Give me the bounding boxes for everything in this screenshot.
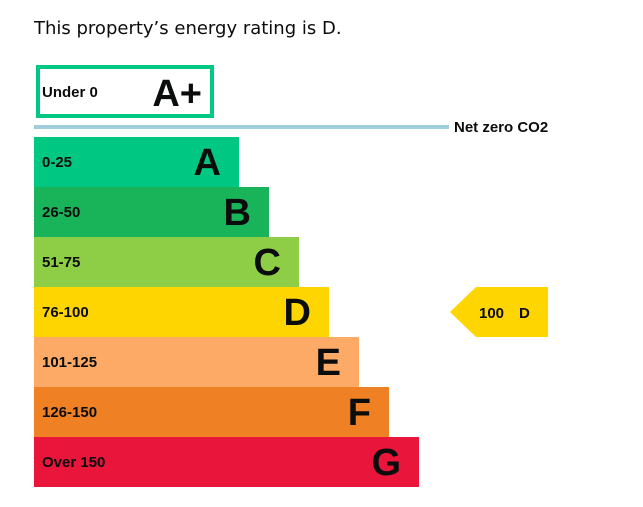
band-bar-e [34, 337, 359, 387]
band-range-label-f: 126-150 [42, 404, 97, 421]
band-letter-e: E [316, 342, 341, 384]
net-zero-label: Net zero CO2 [454, 119, 548, 136]
band-bar-g [34, 437, 419, 487]
band-bar-b [34, 187, 269, 237]
rating-intro-text: This property’s energy rating is D. [34, 18, 342, 39]
band-range-label-b: 26-50 [42, 204, 80, 221]
band-letter-b: B [224, 192, 251, 234]
band-range-label-c: 51-75 [42, 254, 80, 271]
band-bar-c [34, 237, 299, 287]
band-box-aplus [36, 65, 214, 118]
band-letter-d: D [284, 292, 311, 334]
current-rating-arrow [450, 287, 548, 337]
band-range-label-g: Over 150 [42, 454, 105, 471]
current-rating-value: 100 [479, 305, 504, 322]
band-letter-a: A [194, 142, 221, 184]
current-rating-letter: D [519, 305, 530, 322]
band-range-label-aplus: Under 0 [42, 84, 98, 101]
band-range-label-e: 101-125 [42, 354, 97, 371]
band-letter-aplus: A+ [152, 73, 202, 115]
band-bar-d [34, 287, 329, 337]
band-letter-c: C [254, 242, 281, 284]
band-letter-g: G [371, 442, 401, 484]
band-bar-f [34, 387, 389, 437]
band-range-label-d: 76-100 [42, 304, 89, 321]
band-letter-f: F [348, 392, 371, 434]
net-zero-line [34, 125, 449, 129]
band-range-label-a: 0-25 [42, 154, 72, 171]
band-bar-a [34, 137, 239, 187]
